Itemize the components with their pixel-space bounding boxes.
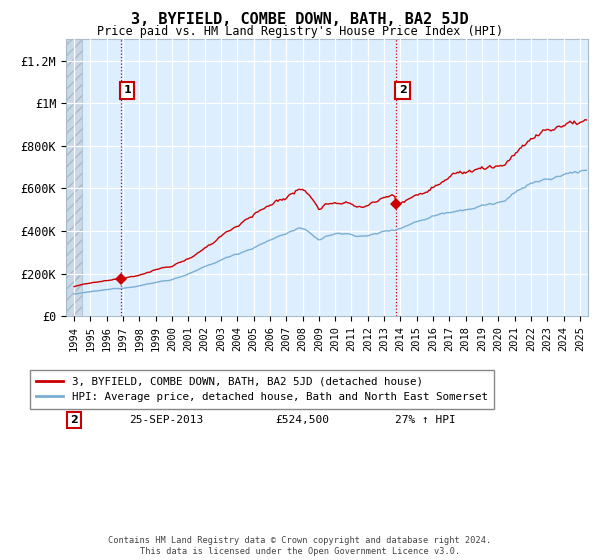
Text: 06-NOV-1996: 06-NOV-1996 — [128, 396, 203, 406]
Text: £177,000: £177,000 — [275, 396, 329, 406]
Text: 1: 1 — [123, 85, 131, 95]
Text: Contains HM Land Registry data © Crown copyright and database right 2024.
This d: Contains HM Land Registry data © Crown c… — [109, 536, 491, 556]
Text: 3, BYFIELD, COMBE DOWN, BATH, BA2 5JD: 3, BYFIELD, COMBE DOWN, BATH, BA2 5JD — [131, 12, 469, 27]
Text: 27% ↑ HPI: 27% ↑ HPI — [395, 415, 455, 425]
Text: 1: 1 — [70, 396, 78, 406]
Text: Price paid vs. HM Land Registry's House Price Index (HPI): Price paid vs. HM Land Registry's House … — [97, 25, 503, 38]
Bar — [66, 39, 82, 316]
Text: £524,500: £524,500 — [275, 415, 329, 425]
Text: 2: 2 — [398, 85, 406, 95]
Text: 54% ↑ HPI: 54% ↑ HPI — [395, 396, 455, 406]
Text: 25-SEP-2013: 25-SEP-2013 — [128, 415, 203, 425]
Text: 2: 2 — [70, 415, 78, 425]
Legend: 3, BYFIELD, COMBE DOWN, BATH, BA2 5JD (detached house), HPI: Average price, deta: 3, BYFIELD, COMBE DOWN, BATH, BA2 5JD (d… — [29, 370, 494, 409]
